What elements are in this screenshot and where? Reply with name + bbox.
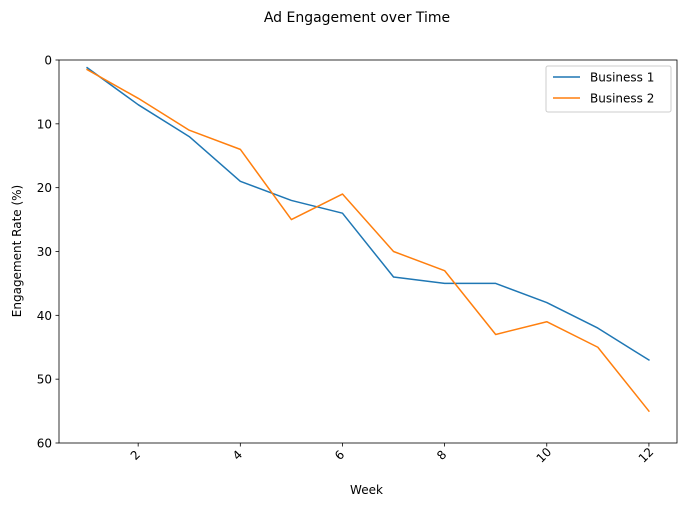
y-tick-label: 20 xyxy=(37,181,52,195)
y-tick-label: 30 xyxy=(37,245,52,259)
series-line-1 xyxy=(86,66,650,362)
legend-label-1: Business 1 xyxy=(590,71,654,85)
plot-frame xyxy=(58,59,678,444)
plot-area: 0 10 20 30 40 50 60 2 4 6 8 10 12 xyxy=(37,54,678,466)
legend-label-2: Business 2 xyxy=(590,92,654,106)
x-tick-label: 2 xyxy=(128,448,143,463)
y-tick-label: 50 xyxy=(37,373,52,387)
chart-title: Ad Engagement over Time xyxy=(264,10,450,26)
legend: Business 1 Business 2 xyxy=(545,65,672,113)
y-tick-label: 60 xyxy=(37,437,52,451)
y-tick-label: 10 xyxy=(37,117,52,131)
x-tick-label: 12 xyxy=(636,445,657,466)
x-tick-label: 10 xyxy=(534,445,555,466)
x-tick-label: 4 xyxy=(230,448,245,463)
x-axis-label: Week xyxy=(350,483,383,497)
y-axis-label: Engagement Rate (%) xyxy=(10,185,24,317)
x-tick-label: 6 xyxy=(332,448,347,463)
x-tick-label: 8 xyxy=(434,448,449,463)
series-line-2 xyxy=(86,68,650,413)
y-tick-label: 0 xyxy=(44,54,52,68)
y-tick-label: 40 xyxy=(37,309,52,323)
